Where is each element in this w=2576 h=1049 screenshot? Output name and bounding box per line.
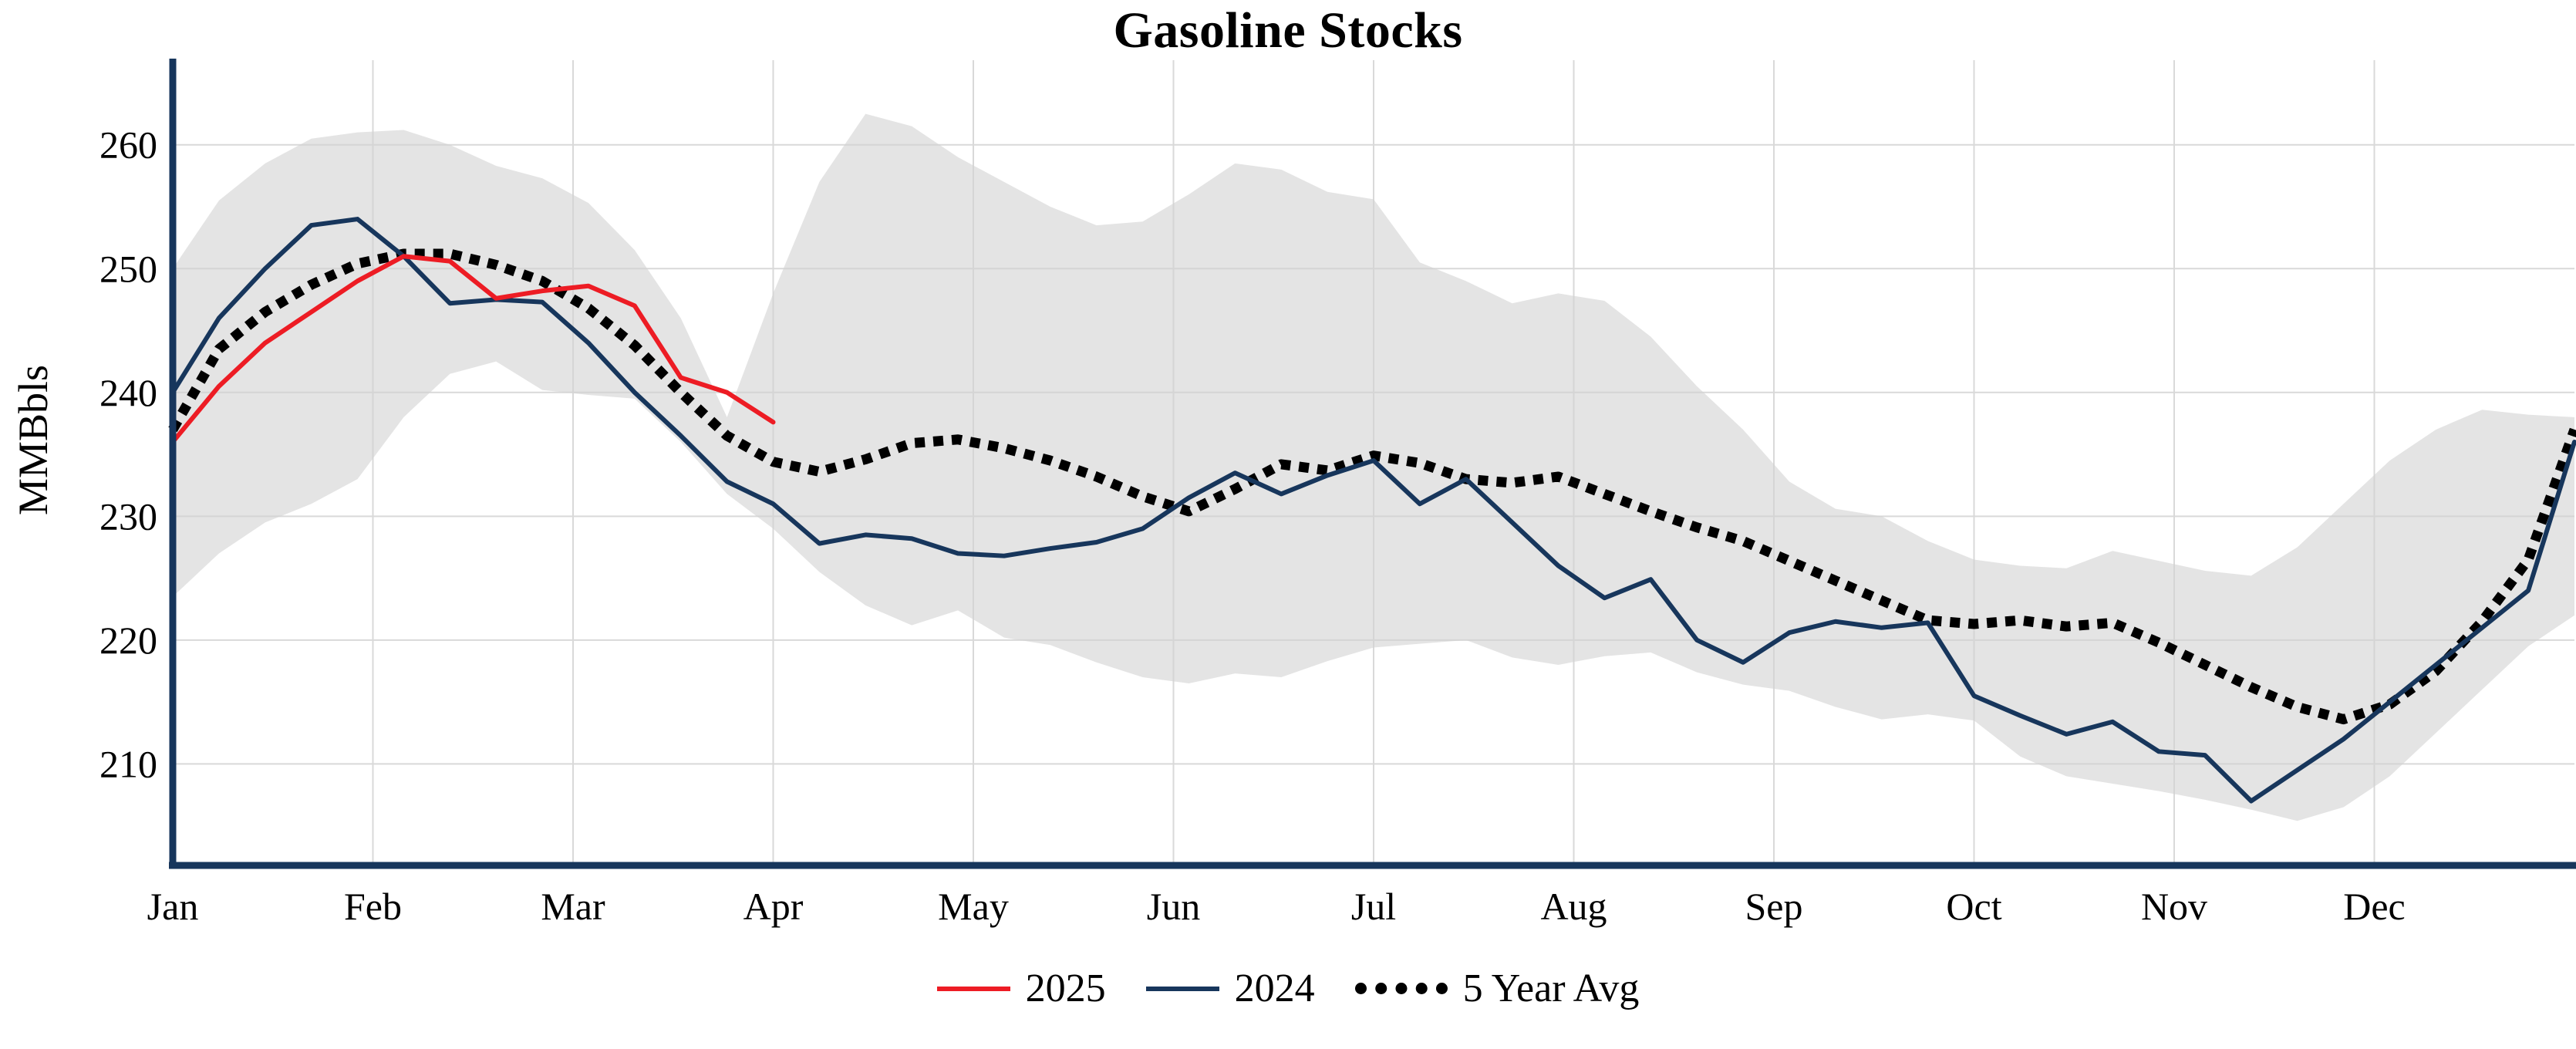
legend: 2025 2024 5 Year Avg: [0, 966, 2576, 1011]
y-tick-label: 250: [99, 247, 157, 290]
series-line-2025: [170, 254, 776, 444]
legend-item-2024: 2024: [1145, 966, 1315, 1011]
chart-title: Gasoline Stocks: [1113, 2, 1463, 59]
y-tick-label: 220: [99, 619, 157, 662]
y-tick-label: 240: [99, 371, 157, 414]
y-tick-label: 260: [99, 123, 157, 167]
legend-label-2025: 2025: [1025, 966, 1106, 1010]
legend-item-2025: 2025: [936, 966, 1106, 1011]
x-tick-label: Jul: [1351, 885, 1396, 928]
x-tick-label: Oct: [1946, 885, 2001, 928]
x-tick-label: Jun: [1147, 885, 1200, 928]
legend-label-5-year-avg: 5 Year Avg: [1462, 966, 1640, 1010]
x-tick-label: Apr: [743, 885, 804, 928]
five-year-range-band: [173, 113, 2574, 821]
x-tick-label: May: [938, 885, 1009, 928]
x-tick-label: Sep: [1745, 885, 1803, 928]
x-tick-label: Nov: [2141, 885, 2207, 928]
series-line-5-year-avg: [168, 248, 2576, 725]
legend-item-5-year-avg: 5 Year Avg: [1354, 966, 1640, 1011]
x-tick-label: Feb: [344, 885, 402, 928]
x-tick-label: Dec: [2343, 885, 2406, 928]
legend-line-sample-5-year-avg: [1354, 983, 1448, 994]
legend-label-2024: 2024: [1234, 966, 1315, 1010]
legend-line-sample-2025: [936, 986, 1010, 991]
x-tick-label: Aug: [1540, 885, 1607, 928]
y-tick-label: 210: [99, 742, 157, 785]
y-tick-label: 230: [99, 494, 157, 538]
x-tick-label: Jan: [147, 885, 199, 928]
series-line-2024: [170, 217, 2576, 804]
legend-line-sample-2024: [1145, 986, 1219, 991]
x-tick-label: Mar: [541, 885, 605, 928]
